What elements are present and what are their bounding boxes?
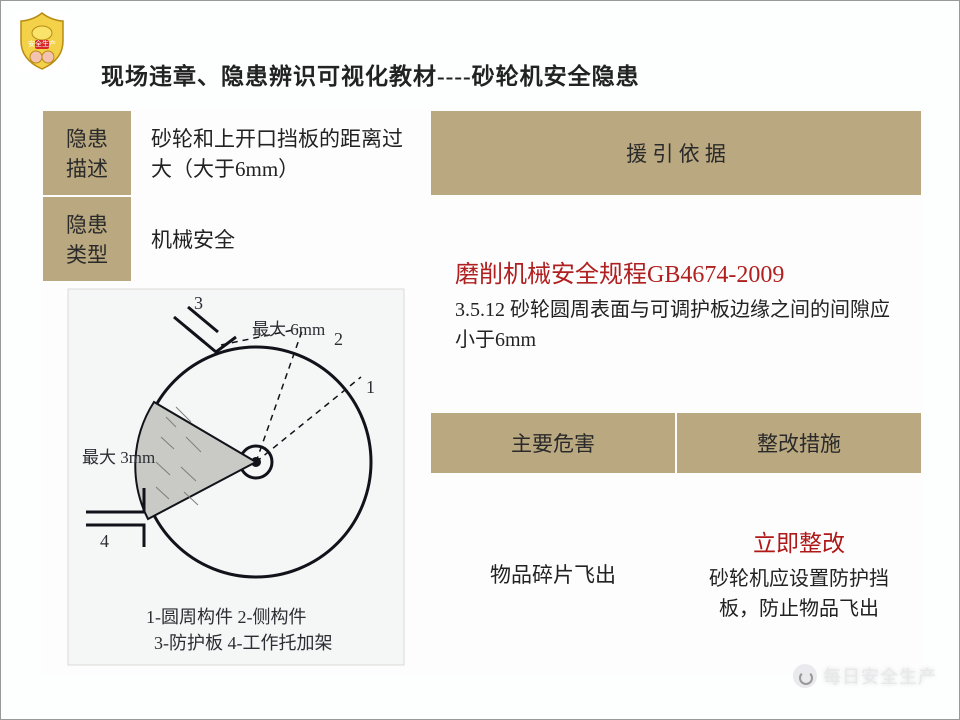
label-harm: 主要危害 — [430, 412, 676, 474]
basis-body: 3.5.12 砂轮圆周表面与可调护板边缘之间的间隙应小于6mm — [455, 295, 897, 355]
diagram-label-top: 最大 6mm — [252, 320, 325, 339]
diagram-cell: 最大 6mm 最大 3mm 1 2 3 4 1-圆周构件 2-侧构件 3-防护板… — [42, 282, 430, 674]
fix-body: 砂轮机应设置防护挡板，防止物品飞出 — [695, 564, 903, 624]
value-desc: 砂轮和上开口挡板的距离过大（大于6mm） — [132, 110, 430, 196]
svg-text:3: 3 — [194, 293, 203, 313]
grinder-diagram: 最大 6mm 最大 3mm 1 2 3 4 1-圆周构件 2-侧构件 3-防护板… — [66, 287, 406, 667]
watermark-text: 每日安全生产 — [823, 663, 937, 689]
basis-cell: 磨削机械安全规程GB4674-2009 3.5.12 砂轮圆周表面与可调护板边缘… — [430, 196, 922, 412]
svg-text:1: 1 — [366, 377, 375, 397]
label-type: 隐患类型 — [42, 196, 132, 282]
diagram-legend-1: 1-圆周构件 2-侧构件 — [146, 607, 307, 627]
value-harm: 物品碎片飞出 — [430, 474, 676, 674]
label-desc: 隐患描述 — [42, 110, 132, 196]
wechat-icon — [793, 664, 817, 688]
label-fix: 整改措施 — [676, 412, 922, 474]
watermark: 每日安全生产 — [793, 663, 937, 689]
svg-text:2: 2 — [334, 329, 343, 349]
basis-title: 磨削机械安全规程GB4674-2009 — [455, 254, 897, 289]
page-title: 现场违章、隐患辨识可视化教材----砂轮机安全隐患 — [101, 57, 640, 91]
fix-highlight: 立即整改 — [695, 524, 903, 558]
diagram-label-left: 最大 3mm — [82, 448, 155, 467]
value-fix: 立即整改 砂轮机应设置防护挡板，防止物品飞出 — [676, 474, 922, 674]
label-basis: 援 引 依 据 — [430, 110, 922, 196]
value-type: 机械安全 — [132, 196, 430, 282]
diagram-legend-2: 3-防护板 4-工作托加架 — [154, 633, 333, 653]
svg-text:安全生产: 安全生产 — [28, 39, 56, 48]
safety-logo-icon: 安全生产 — [15, 11, 69, 71]
hazard-table: 隐患描述 砂轮和上开口挡板的距离过大（大于6mm） 援 引 依 据 隐患类型 机… — [41, 109, 923, 675]
svg-text:4: 4 — [100, 531, 109, 551]
